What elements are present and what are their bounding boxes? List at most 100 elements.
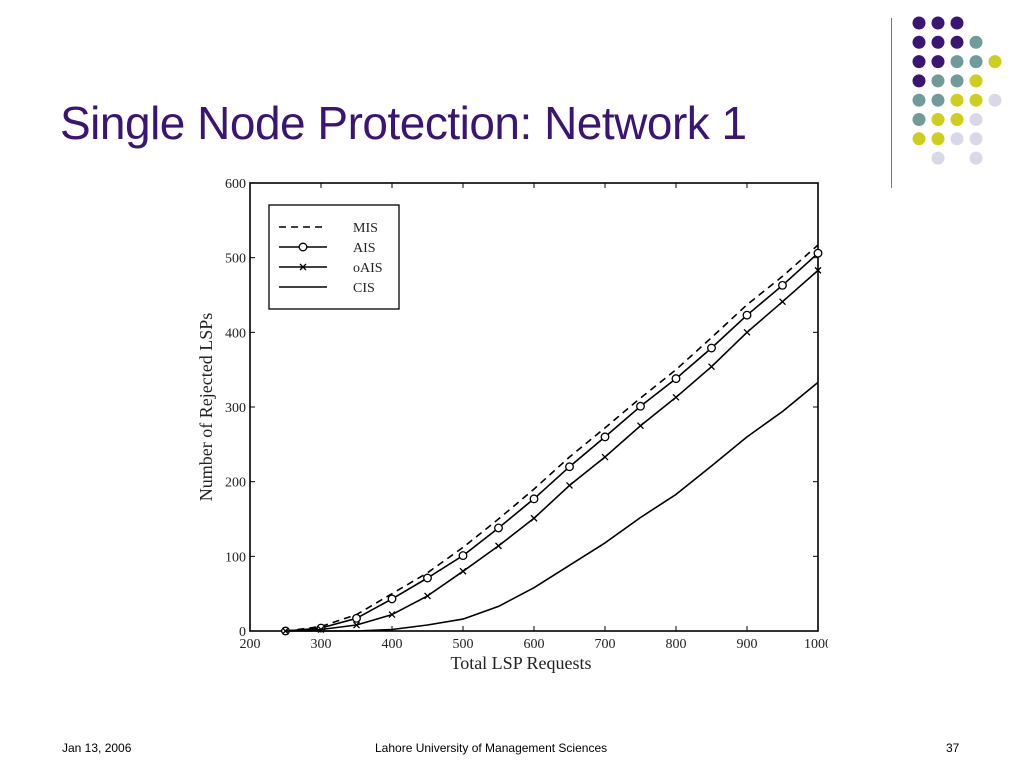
data-point-x bbox=[424, 592, 431, 600]
data-point-x bbox=[637, 422, 644, 430]
footer-organization: Lahore University of Management Sciences bbox=[375, 741, 608, 755]
data-point-x bbox=[566, 481, 573, 489]
decorative-dot bbox=[969, 55, 983, 69]
series-line bbox=[285, 244, 819, 632]
data-point-circle bbox=[671, 374, 681, 384]
decorative-dot bbox=[912, 93, 926, 107]
x-axis-label: Total LSP Requests bbox=[450, 653, 591, 673]
decorative-dot bbox=[931, 132, 945, 146]
decorative-dot bbox=[931, 93, 945, 107]
decorative-dot bbox=[931, 55, 945, 69]
x-tick-label: 300 bbox=[311, 637, 332, 652]
data-point-x bbox=[299, 263, 307, 271]
decorative-dot bbox=[969, 132, 983, 146]
x-tick-label: 600 bbox=[524, 637, 545, 652]
data-point-circle bbox=[565, 462, 574, 472]
x-tick-label: 500 bbox=[453, 637, 474, 652]
legend-label: CIS bbox=[353, 281, 375, 296]
decorative-dot bbox=[912, 132, 926, 146]
chart-series bbox=[281, 244, 823, 636]
decorative-dot bbox=[931, 151, 945, 165]
legend-item-mis: MIS bbox=[279, 221, 378, 236]
decorative-dot bbox=[912, 55, 926, 69]
decorative-dot bbox=[950, 132, 964, 146]
data-point-x bbox=[708, 363, 715, 371]
legend-item-cis: CIS bbox=[279, 281, 375, 296]
y-tick-label: 100 bbox=[225, 550, 246, 565]
data-point-x bbox=[459, 567, 467, 575]
data-point-circle bbox=[742, 310, 752, 320]
x-tick-label: 900 bbox=[737, 637, 758, 652]
footer-date: Jan 13, 2006 bbox=[62, 741, 132, 755]
x-tick-label: 700 bbox=[595, 637, 616, 652]
decorative-dot bbox=[950, 16, 964, 30]
legend-box bbox=[268, 204, 400, 310]
decorative-dot bbox=[969, 113, 983, 126]
decorative-dot bbox=[969, 93, 983, 107]
data-point-circle bbox=[387, 594, 397, 604]
data-point-x bbox=[530, 514, 538, 522]
decorative-dot bbox=[969, 35, 983, 49]
y-tick-label: 300 bbox=[225, 401, 246, 416]
data-point-x bbox=[672, 393, 680, 401]
y-tick-label: 0 bbox=[239, 625, 246, 640]
series-oais bbox=[282, 266, 822, 635]
decorative-dot bbox=[950, 55, 964, 69]
decorative-dot bbox=[912, 74, 926, 88]
y-tick-label: 200 bbox=[225, 476, 246, 491]
data-point-circle bbox=[707, 343, 716, 353]
decorative-dot bbox=[931, 35, 945, 49]
decorative-dot bbox=[950, 93, 964, 107]
legend-label: AIS bbox=[353, 241, 376, 256]
decorative-dot bbox=[912, 113, 926, 126]
data-point-x bbox=[353, 621, 360, 629]
series-line bbox=[285, 381, 819, 632]
data-point-circle bbox=[298, 242, 308, 252]
series-ais bbox=[281, 248, 823, 636]
decorative-dot bbox=[931, 74, 945, 88]
data-point-circle bbox=[423, 573, 432, 583]
decorative-dot bbox=[950, 74, 964, 88]
footer-page-number: 37 bbox=[946, 741, 960, 755]
series-cis bbox=[285, 381, 819, 632]
decorative-dot bbox=[912, 35, 926, 49]
legend-item-ais: AIS bbox=[279, 241, 376, 256]
y-tick-label: 400 bbox=[225, 326, 246, 341]
data-point-x bbox=[779, 298, 786, 306]
data-point-circle bbox=[813, 248, 823, 258]
data-point-circle bbox=[636, 401, 645, 411]
data-point-x bbox=[743, 328, 751, 336]
x-tick-label: 400 bbox=[382, 637, 403, 652]
data-point-circle bbox=[529, 494, 539, 504]
decorative-dot bbox=[988, 55, 1002, 69]
data-point-circle bbox=[494, 523, 503, 533]
data-point-x bbox=[495, 542, 502, 550]
chart-legend: MIS AIS oAIS CIS bbox=[268, 204, 400, 310]
y-tick-label: 500 bbox=[225, 252, 246, 267]
data-point-circle bbox=[352, 613, 361, 623]
data-point-x bbox=[601, 453, 609, 461]
legend-label: oAIS bbox=[353, 261, 383, 276]
series-line bbox=[285, 252, 819, 632]
data-point-circle bbox=[600, 432, 610, 442]
data-point-circle bbox=[458, 551, 468, 561]
legend-item-oais: oAIS bbox=[279, 261, 383, 276]
data-point-x bbox=[388, 611, 396, 619]
data-point-circle bbox=[778, 280, 787, 290]
x-tick-label: 200 bbox=[240, 637, 261, 652]
data-point-x bbox=[814, 266, 822, 274]
y-tick-label: 600 bbox=[225, 177, 246, 192]
decorative-dot bbox=[969, 151, 983, 165]
decorative-dot bbox=[950, 35, 964, 49]
decorative-dot bbox=[950, 113, 964, 126]
decorative-dot bbox=[969, 74, 983, 88]
slide-title: Single Node Protection: Network 1 bbox=[60, 97, 747, 149]
decorative-dot bbox=[931, 113, 945, 126]
y-axis-label: Number of Rejected LSPs bbox=[196, 313, 216, 501]
x-tick-label: 800 bbox=[666, 637, 687, 652]
decorative-dot bbox=[931, 16, 945, 30]
series-line bbox=[285, 269, 819, 632]
